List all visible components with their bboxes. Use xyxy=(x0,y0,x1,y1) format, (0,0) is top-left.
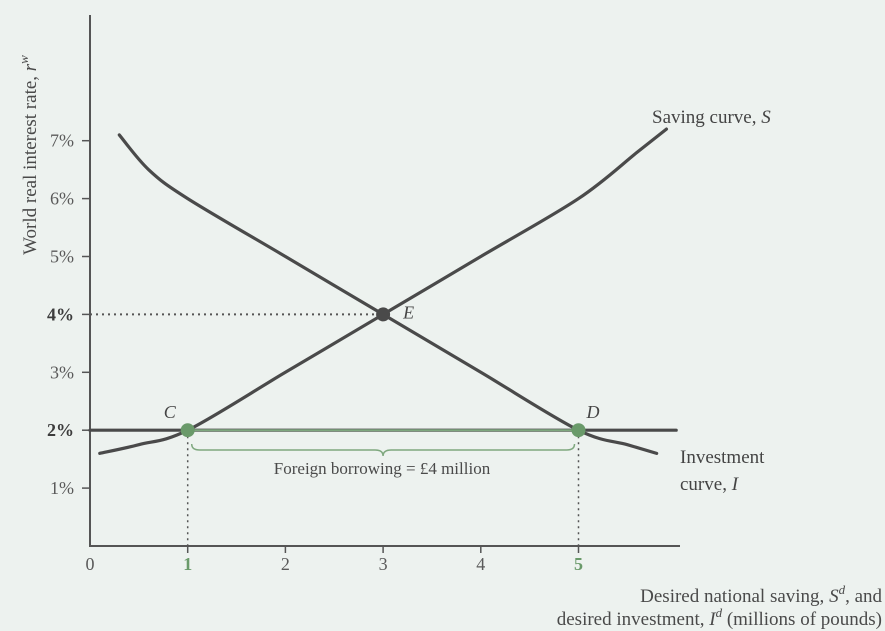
foreign-borrowing-brace xyxy=(190,443,576,457)
x-tick-label: 5 xyxy=(574,554,583,574)
y-tick-label: 1% xyxy=(50,478,74,498)
chart-labels: Foreign borrowing = £4 million Desired n… xyxy=(16,55,882,630)
x-tick-label: 3 xyxy=(379,554,388,574)
x-tick-label: 2 xyxy=(281,554,290,574)
y-tick-label: 2% xyxy=(47,420,74,440)
y-tick-label: 6% xyxy=(50,189,74,209)
brace-path xyxy=(190,443,576,457)
guide-lines xyxy=(90,313,580,546)
y-tick-label: 3% xyxy=(50,362,74,382)
point-d xyxy=(571,423,586,438)
y-tick-label: 7% xyxy=(50,131,74,151)
x-tick-label: 1 xyxy=(183,554,192,574)
point-label-d: D xyxy=(586,402,600,422)
point-c xyxy=(180,423,195,438)
y-tick-label: 4% xyxy=(47,304,74,324)
point-label-c: C xyxy=(164,402,177,422)
investment-curve-label-line1: Investment xyxy=(680,447,765,468)
x-tick-label: 0 xyxy=(86,554,95,574)
x-tick-label: 4 xyxy=(476,554,485,574)
foreign-borrowing-annotation: Foreign borrowing = £4 million xyxy=(274,459,491,478)
saving-curve xyxy=(98,127,669,455)
y-axis-title: World real interest rate, rw xyxy=(16,55,41,255)
saving-curve-label: Saving curve, S xyxy=(652,107,771,128)
investment-curve xyxy=(117,133,659,455)
point-e xyxy=(376,307,391,322)
x-axis-title-line2: desired investment, Id (millions of poun… xyxy=(557,605,882,630)
equilibrium-points: E C D xyxy=(164,302,600,438)
ticks: 1% 2% 3% 4% 5% 6% 7% 0 1 2 3 4 5 xyxy=(47,131,583,574)
investment-curve-label-line2: curve, I xyxy=(680,474,740,495)
y-tick-label: 5% xyxy=(50,247,74,267)
x-axis-title-line1: Desired national saving, Sd, and xyxy=(640,582,882,607)
point-label-e: E xyxy=(402,302,414,322)
